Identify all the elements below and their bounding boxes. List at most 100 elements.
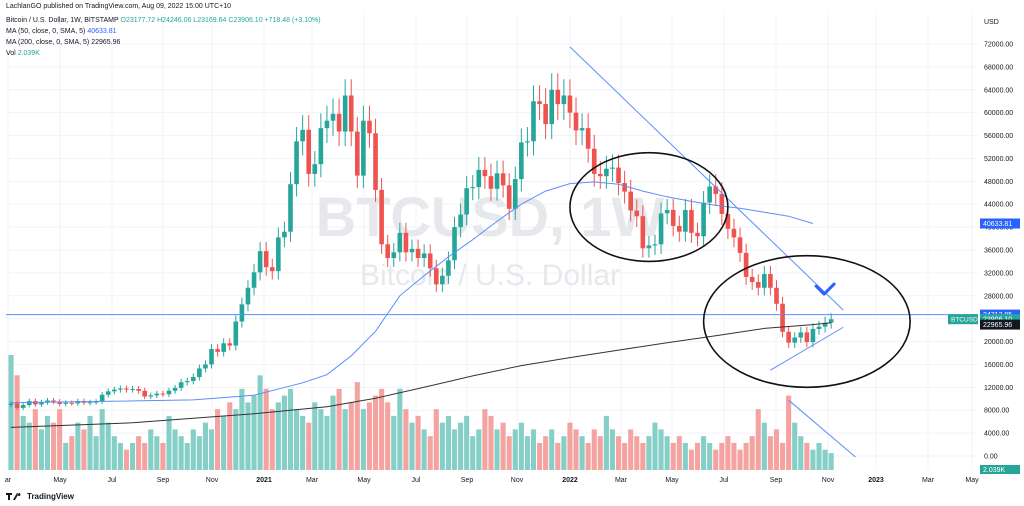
symbol-legend[interactable]: Bitcoin / U.S. Dollar, 1W, BITSTAMP O231… [6,17,321,24]
candle-body [397,232,403,253]
volume-bar [798,436,804,470]
candle-body [646,245,652,249]
symbol-watermark: BTCUSD, 1W Bitcoin / U.S. Dollar [316,185,665,292]
volume-bar [184,442,190,470]
y-tick-label: 48000.00 [984,179,1013,186]
volume-bar [555,442,561,470]
volume-last-label: 2.039K [983,467,1006,474]
candle-body [263,251,269,268]
candle-body [786,331,791,343]
volume-bar [731,442,737,470]
candle-body [719,193,725,214]
ma200-legend[interactable]: MA (200, close, 0, SMA, 5) 22965.96 [6,39,120,46]
candle-body [288,184,293,232]
candle-body [610,167,615,169]
vol-label: Vol [6,50,16,57]
candle-body [118,388,123,390]
volume-bar [348,402,354,470]
volume-bar [737,449,743,470]
axis-currency: USD [984,19,999,26]
candle-body [197,368,202,378]
candle-body [421,253,427,259]
volume-bar [622,442,628,470]
candle-body [14,403,20,408]
volume-bar [251,395,257,470]
time-axis[interactable]: ar May Jul Sep Nov 2021 Mar May Jul Sep Nov 2022 Mar… [5,477,979,484]
volume-bar [615,436,622,470]
volume-bar [263,388,269,470]
ma50-line [10,181,814,404]
candle-body [640,216,646,249]
ohlc-values: O23177.72 H24246.06 L23169.64 C23906.10 … [120,17,321,24]
y-tick-label: 36000.00 [984,248,1013,255]
volume-bar [26,422,32,470]
candle-body [531,101,536,142]
candle-body [160,393,166,395]
candle-body [494,173,500,189]
volume-bar [57,409,63,470]
y-tick-label: 60000.00 [984,110,1013,117]
candle-body [300,129,305,142]
candle-body [336,113,342,132]
volume-bar [543,436,549,470]
tradingview-brand: TradingView [27,492,74,501]
volume-bar [75,422,81,470]
volume-bar [524,436,530,470]
volume-legend[interactable]: Vol 2.039K [6,50,40,57]
x-tick-label: Mar [306,477,319,484]
volume-bar [725,436,731,470]
symbol-tag: BTCUSD [951,317,978,324]
x-tick-label: 2023 [868,477,884,484]
volume-bar [810,449,816,470]
candle-body [379,189,384,245]
candle-body [105,391,111,395]
candle-body [701,202,706,237]
volume-bar [44,415,51,470]
volume-bar [239,388,245,470]
volume-bar [767,436,773,470]
candle-body [762,274,767,288]
x-tick-label: Nov [822,477,835,484]
ma50-legend[interactable]: MA (50, close, 0, SMA, 5) 40633.81 [6,28,117,35]
volume-bar [342,409,348,470]
volume-bar [172,429,178,470]
volume-bar [409,422,415,470]
tradingview-footer[interactable]: TradingView [6,492,74,501]
volume-bar [464,415,470,470]
watermark-name: Bitcoin / U.S. Dollar [360,259,620,292]
volume-bar [567,422,573,470]
volume-bar [81,429,87,470]
candle-body [628,191,633,211]
volume-bar [312,402,318,470]
candle-body [184,381,190,383]
candle-body [306,129,312,174]
x-tick-label: Jul [412,477,421,484]
volume-bar [366,402,373,470]
price-axis[interactable]: USD 72000.00 68000.00 64000.00 60000.00 56000… [948,19,1020,474]
candle-body [373,133,378,190]
candle-body [239,304,245,322]
volume-bar [591,429,597,470]
volume-bar [324,415,330,470]
volume-bar [749,436,755,470]
volume-bar [318,409,324,470]
candle-body [415,248,421,259]
candle-body [573,112,579,131]
ma200-label: MA (200, close, 0, SMA, 5) [6,39,90,46]
volume-bar [178,436,184,470]
candle-body [427,253,433,269]
candle-body [567,95,573,113]
volume-bar [227,402,233,470]
candle-body [774,287,779,304]
candle-body [209,348,214,365]
watermark-symbol: BTCUSD, 1W [316,185,665,248]
x-tick-label: Sep [770,477,783,484]
volume-bar [688,449,694,470]
candle-body [251,272,257,288]
volume-bar [603,415,609,470]
candle-body [8,403,14,406]
vol-value: 2.039K [17,50,40,57]
candle-body [26,401,32,406]
volume-bar [652,422,658,470]
